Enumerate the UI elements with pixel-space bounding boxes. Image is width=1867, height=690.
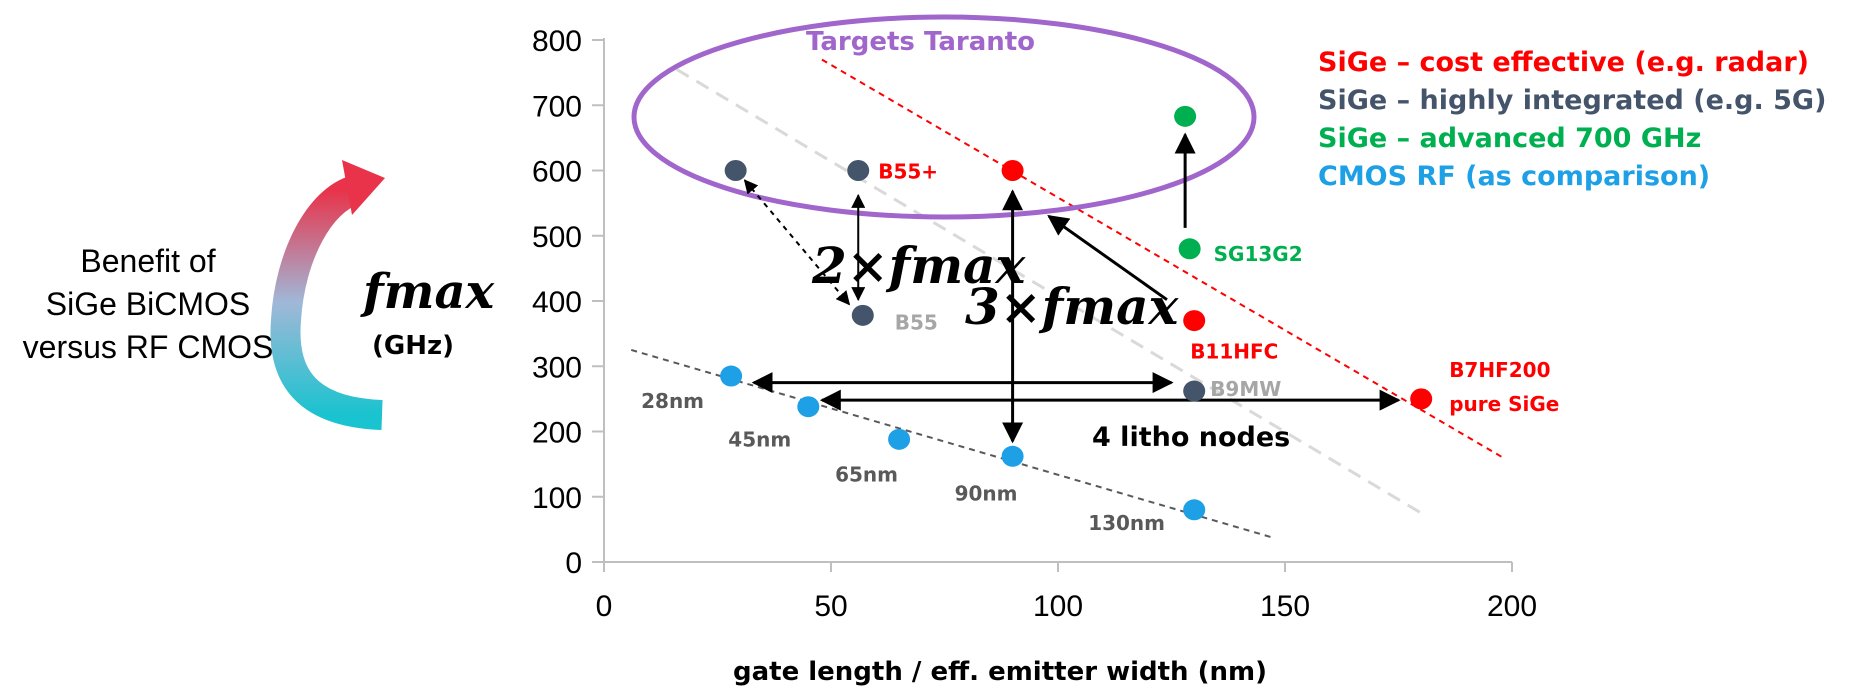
- point-cmos: [888, 428, 911, 450]
- x-tick-label: 100: [1033, 590, 1083, 623]
- point-label: B55+: [878, 160, 938, 184]
- point-cost-effective: [1410, 388, 1433, 410]
- y-tick-label: 100: [532, 482, 582, 515]
- side-line-1: Benefit of: [80, 243, 215, 279]
- three-x-fmax-label: 3×𝒇𝒎𝒂𝒙: [965, 277, 1179, 336]
- point-label: B7HF200: [1449, 358, 1550, 382]
- y-tick-label: 600: [532, 156, 582, 189]
- point-cost-effective: [1183, 310, 1206, 332]
- x-axis-label: gate length / eff. emitter width (nm): [733, 657, 1267, 687]
- point-cmos: [1001, 445, 1024, 467]
- point-label: pure SiGe: [1449, 392, 1559, 416]
- legend-entry: SiGe – cost effective (e.g. radar): [1318, 47, 1809, 78]
- x-tick-labels: 0 50 100 150 200: [596, 590, 1537, 623]
- legend-entry: CMOS RF (as comparison): [1318, 161, 1710, 192]
- x-tick-label: 0: [596, 590, 613, 623]
- point-labels: B11HFC B7HF200 pure SiGe B55+ B55 B9MW SG13G2 2…: [641, 160, 1559, 535]
- benefit-arc-arrow-icon: [270, 160, 385, 430]
- y-tick-label: 200: [532, 417, 582, 450]
- x-tick-label: 150: [1260, 590, 1310, 623]
- point-label: B9MW: [1210, 377, 1281, 401]
- point-label: 130nm: [1088, 511, 1165, 535]
- axes: [592, 38, 1513, 572]
- side-line-3: versus RF CMOS: [23, 329, 274, 365]
- arrow-b11-to-target: [1047, 214, 1168, 301]
- point-cmos: [1183, 499, 1206, 521]
- two-x-fmax-label: 2×𝒇𝒎𝒂𝒙: [811, 236, 1026, 295]
- y-tick-label: 300: [532, 351, 582, 384]
- legend-entry: SiGe – highly integrated (e.g. 5G): [1318, 85, 1826, 116]
- point-advanced: [1178, 238, 1201, 260]
- point-highly-integrated: [851, 304, 874, 326]
- point-label: SG13G2: [1214, 242, 1303, 266]
- legend: SiGe – cost effective (e.g. radar) SiGe –…: [1318, 47, 1826, 192]
- y-tick-labels: 0 100 200 300 400 500 600 700 800: [532, 25, 582, 580]
- point-label: 45nm: [728, 428, 791, 452]
- arrow-dashed-2x: [743, 179, 851, 306]
- targets-label: Targets Taranto: [806, 27, 1035, 57]
- point-highly-integrated: [1183, 380, 1206, 402]
- legend-entry: SiGe – advanced 700 GHz: [1318, 123, 1701, 154]
- point-label: B55: [895, 310, 938, 334]
- point-highly-integrated: [847, 160, 870, 181]
- x-tick-label: 200: [1487, 590, 1537, 623]
- point-cmos: [720, 365, 743, 387]
- y-tick-label: 0: [565, 547, 582, 580]
- y-tick-label: 800: [532, 25, 582, 58]
- point-label: 28nm: [641, 389, 704, 413]
- point-cost-effective: [1001, 160, 1024, 181]
- x-tick-label: 50: [814, 590, 847, 623]
- y-axis-unit: (GHz): [372, 331, 454, 361]
- point-label: B11HFC: [1190, 340, 1278, 364]
- y-tick-label: 400: [532, 286, 582, 319]
- y-tick-label: 500: [532, 221, 582, 254]
- point-advanced: [1174, 105, 1197, 127]
- targets-ellipse: [631, 14, 1257, 220]
- y-tick-label: 700: [532, 90, 582, 123]
- point-highly-integrated: [724, 160, 747, 181]
- point-cmos: [797, 396, 820, 418]
- trend-line-highly-integrated: [675, 68, 1422, 515]
- point-label: 65nm: [835, 462, 898, 486]
- benefit-side-text: Benefit of SiGe BiCMOS versus RF CMOS: [23, 243, 274, 365]
- y-axis-label: 𝒇𝒎𝒂𝒙: [360, 264, 496, 320]
- data-points: [720, 105, 1433, 521]
- annotation-arrows: [743, 132, 1401, 444]
- litho-nodes-label: 4 litho nodes: [1092, 422, 1290, 453]
- side-line-2: SiGe BiCMOS: [46, 286, 250, 322]
- point-label: 90nm: [955, 481, 1018, 505]
